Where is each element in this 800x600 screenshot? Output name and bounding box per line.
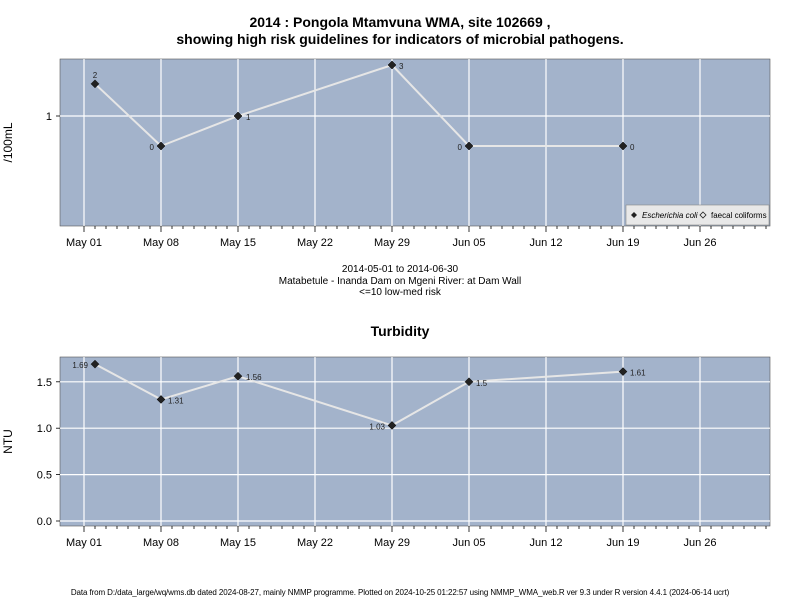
x-tick-label: May 29	[374, 537, 410, 549]
x-tick-label: May 08	[143, 237, 179, 249]
site-location: Matabetule - Inanda Dam on Mgeni River: …	[278, 276, 522, 287]
x-tick-label: Jun 05	[452, 237, 485, 249]
data-label: 3	[399, 62, 404, 71]
x-tick-label: Jun 26	[683, 237, 716, 249]
x-tick-label: May 08	[143, 537, 179, 549]
risk-level: <=10 low-med risk	[359, 287, 441, 298]
x-tick-label: May 29	[374, 237, 410, 249]
data-label: 0	[150, 143, 155, 152]
data-point	[464, 141, 474, 151]
y-tick-label: 1.5	[37, 377, 52, 389]
x-tick-label: Jun 12	[529, 537, 562, 549]
data-point	[387, 60, 397, 70]
x-tick-label: May 01	[66, 537, 102, 549]
x-tick-label: Jun 05	[452, 537, 485, 549]
y-tick-label: 1	[46, 111, 52, 123]
data-label: 1.69	[72, 361, 88, 370]
plot-panel	[59, 356, 771, 527]
y-tick-label: 0.5	[37, 470, 52, 482]
data-point	[464, 377, 474, 387]
x-tick-label: Jun 19	[606, 237, 639, 249]
data-label: 1.03	[369, 422, 385, 431]
data-label: 1.61	[630, 369, 646, 378]
legend-label-faecal: faecal coliforms	[711, 211, 767, 220]
x-tick-label: Jun 26	[683, 537, 716, 549]
data-label: 1	[246, 113, 251, 122]
legend-marker-filled	[631, 212, 637, 218]
y-tick-label: 1.0	[37, 423, 52, 435]
data-point	[90, 79, 100, 89]
data-point	[233, 111, 243, 121]
data-label: 0	[458, 143, 463, 152]
turbidity-title: Turbidity	[370, 323, 430, 339]
legend-box	[625, 204, 770, 226]
data-label: 0	[630, 143, 635, 152]
data-point	[233, 371, 243, 381]
x-tick-label: Jun 12	[529, 237, 562, 249]
data-line	[94, 63, 623, 148]
chart-title-line2: showing high risk guidelines for indicat…	[176, 31, 624, 47]
x-tick-label: May 15	[220, 237, 256, 249]
data-point	[618, 367, 628, 376]
x-tick-label: May 15	[220, 537, 256, 549]
data-point	[387, 421, 397, 430]
data-point	[156, 395, 166, 404]
data-line	[94, 363, 624, 427]
y-axis-label: /100mL	[1, 122, 15, 162]
data-point	[90, 359, 100, 369]
data-point	[156, 141, 166, 151]
chart-title-line1: 2014 : Pongola Mtamvuna WMA, site 102669…	[249, 14, 551, 30]
data-label: 1.5	[476, 379, 488, 388]
data-label: 1.31	[168, 396, 184, 405]
y-axis-label: NTU	[1, 429, 15, 454]
legend-label-ecoli: Escherichia coli	[642, 211, 698, 220]
data-label: 2	[93, 71, 98, 80]
footer-note: Data from D:/data_large/wq/wms.db dated …	[70, 588, 730, 597]
x-tick-label: May 22	[297, 537, 333, 549]
y-tick-label: 0.0	[37, 516, 52, 528]
data-point	[618, 141, 628, 151]
legend-marker-open	[699, 211, 707, 219]
x-tick-label: Jun 19	[606, 537, 639, 549]
x-tick-label: May 22	[297, 237, 333, 249]
plot-panel	[59, 58, 771, 227]
x-tick-label: May 01	[66, 237, 102, 249]
data-label: 1.56	[246, 373, 262, 382]
date-range: 2014-05-01 to 2014-06-30	[341, 264, 459, 275]
